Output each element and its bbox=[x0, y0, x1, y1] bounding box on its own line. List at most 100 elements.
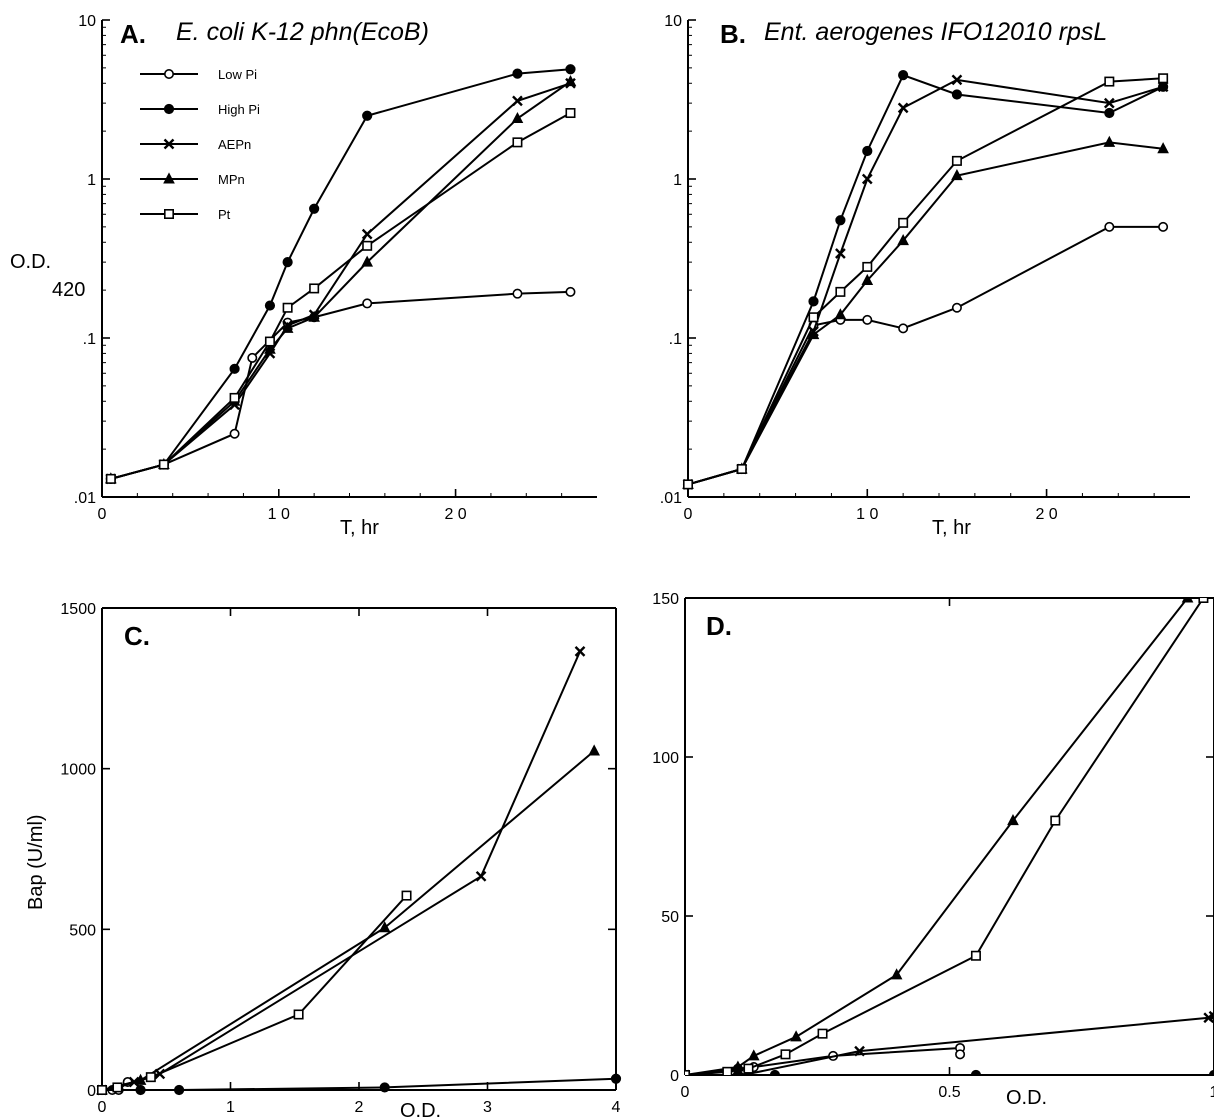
panel-a-series-aepn-point bbox=[361, 228, 373, 240]
panel-c-ytick-label: 0 bbox=[87, 1083, 96, 1100]
panel-d-ytick-label: 50 bbox=[661, 909, 679, 926]
panel-a-series-mpn-point bbox=[564, 74, 577, 87]
panel-b-series-mpn-point bbox=[807, 328, 820, 340]
panel-b-series-high-pi-point bbox=[808, 296, 819, 307]
panel-d-series-low-pi-2-point bbox=[955, 1049, 966, 1060]
panel-d-ytick-label: 100 bbox=[652, 750, 679, 767]
legend-label: High Pi bbox=[218, 102, 260, 117]
panel-b-series-aepn-point bbox=[835, 248, 846, 259]
panel-a-series-aepn bbox=[105, 77, 576, 485]
panel-b-series-pt-point bbox=[682, 479, 693, 490]
panel-d-series-mpn-point bbox=[790, 1030, 802, 1042]
panel-a-series-high-pi-point bbox=[512, 68, 523, 79]
panel-c-series-aepn-point bbox=[574, 646, 586, 657]
panel-b-series-pt-point bbox=[1158, 73, 1169, 84]
panel-b-series-pt-point bbox=[862, 261, 873, 272]
panel-a-ylabel: O.D. bbox=[10, 251, 51, 273]
panel-a-series-low-pi-point bbox=[247, 352, 258, 363]
panel-c-series-high-pi-point bbox=[174, 1084, 185, 1096]
panel-d-series-mpn-point bbox=[890, 968, 903, 980]
panel-d-xtick-label: 0.5 bbox=[938, 1084, 960, 1101]
panel-b-series-aepn-point bbox=[861, 173, 873, 185]
panel-d-series-mpn bbox=[685, 598, 1194, 1075]
panel-c-series-pt-line bbox=[101, 894, 408, 1091]
panel-a-axes: .01 .1 1 10 0 1 0 2 0 bbox=[74, 13, 597, 523]
panel-d-series-pt-point bbox=[722, 1066, 733, 1075]
panel-c-series-mpn-point bbox=[588, 744, 600, 756]
panel-c-series-high-pi bbox=[96, 1073, 622, 1096]
panel-b-plot-area bbox=[682, 70, 1169, 490]
panel-a-series-pt-point bbox=[264, 336, 275, 347]
panel-a-series-pt-point bbox=[105, 473, 116, 484]
panel-a-series-mpn-line bbox=[110, 80, 572, 480]
panel-d-series-mpn-line bbox=[685, 598, 1189, 1075]
panel-c-series-high-pi-point bbox=[379, 1082, 390, 1093]
panel-c-series-mpn bbox=[96, 744, 600, 1095]
panel-b-series-mpn-point bbox=[861, 273, 874, 285]
panel-b-series-low-pi-point bbox=[1158, 221, 1169, 232]
panel-c-series-aepn-line bbox=[101, 650, 581, 1091]
legend-label: Low Pi bbox=[218, 67, 257, 82]
panel-b-series-high-pi-point bbox=[951, 89, 963, 100]
panel-b-series-pt-point bbox=[736, 464, 747, 475]
panel-b-series-pt-point bbox=[898, 217, 909, 228]
panel-d: D. O.D. 0 50 100 150 0 0.5 1 bbox=[652, 591, 1214, 1109]
panel-c-ytick-label: 500 bbox=[69, 922, 96, 939]
panel-a-series-high-pi-point bbox=[362, 110, 373, 121]
panel-c-xlabel: O.D. bbox=[400, 1100, 441, 1120]
panel-d-series-aepn bbox=[685, 1010, 1214, 1075]
panel-d-xtick-label: 1 bbox=[1210, 1084, 1214, 1101]
panel-b-label: B. bbox=[720, 19, 746, 49]
legend-entry-aepn: AEPn bbox=[140, 137, 251, 152]
panel-b-series-mpn-point bbox=[1103, 135, 1116, 147]
panel-b-series-low-pi-point bbox=[1104, 221, 1115, 232]
panel-a-ytick-label: 10 bbox=[78, 13, 96, 30]
panel-b-series-mpn-point bbox=[1157, 142, 1169, 154]
panel-a-series-pt-line bbox=[110, 112, 571, 480]
panel-b-series-mpn-point bbox=[834, 308, 847, 320]
panel-a-xtick-label: 0 bbox=[98, 506, 107, 523]
panel-a-series-pt-point bbox=[362, 240, 373, 251]
panel-b-ytick-label: .1 bbox=[669, 331, 682, 348]
panel-b-series-aepn-point bbox=[1103, 97, 1115, 109]
legend-entry-low-pi: Low Pi bbox=[140, 67, 257, 82]
panel-a-ytick-label: .01 bbox=[74, 490, 96, 507]
panel-b-xtick-label: 1 0 bbox=[856, 506, 878, 523]
panel-c-label: C. bbox=[124, 621, 150, 651]
panel-a-series-low-pi-point bbox=[229, 428, 240, 439]
panel-b-series-pt-point bbox=[835, 286, 846, 297]
panel-b-series-high-pi-point bbox=[1104, 107, 1115, 119]
panel-b-series-low-pi-point bbox=[898, 323, 909, 334]
panel-a-series-high-pi-point bbox=[282, 257, 293, 268]
panel-b-series-low-pi-line bbox=[687, 225, 1164, 486]
panel-b-series-low-pi-point bbox=[862, 314, 873, 325]
panel-d-series-pt-point bbox=[1050, 815, 1061, 826]
panel-d-series-pt-point bbox=[817, 1028, 828, 1039]
panel-b-ytick-label: 10 bbox=[664, 13, 682, 30]
panel-d-ytick-label: 150 bbox=[652, 591, 679, 608]
panel-b-xlabel: T, hr bbox=[932, 517, 971, 539]
panel-a-series-pt-point bbox=[565, 108, 576, 119]
panel-c-ytick-label: 1000 bbox=[60, 762, 96, 779]
panel-a-series-high-pi-point bbox=[264, 300, 276, 311]
panel-a-series-pt-point bbox=[309, 283, 320, 294]
panel-d-xlabel: O.D. bbox=[1006, 1087, 1047, 1109]
panel-b-series-high-pi-point bbox=[898, 70, 909, 81]
panel-c-plot-area bbox=[96, 646, 622, 1096]
panel-d-series-pt-point bbox=[780, 1049, 791, 1060]
panel-b-series-aepn-point bbox=[1157, 81, 1169, 93]
panel-a-series-high-pi-point bbox=[565, 64, 576, 75]
panel-c-series-pt-point bbox=[401, 890, 412, 901]
panel-b-series-aepn bbox=[682, 74, 1169, 490]
panel-b-series-low-pi bbox=[682, 221, 1169, 490]
legend-label: Pt bbox=[218, 207, 231, 222]
panel-c-series-mpn-point bbox=[378, 921, 391, 933]
panel-b-series-low-pi-point bbox=[951, 302, 962, 313]
panel-c-series-aepn-point bbox=[475, 870, 487, 882]
panel-d-series-pt bbox=[685, 598, 1209, 1075]
legend-entry-pt: Pt bbox=[140, 207, 231, 222]
panel-a-ylabel-sub: 420 bbox=[52, 279, 85, 301]
panel-c-ytick-label: 1500 bbox=[60, 601, 96, 618]
panel-d-series-high-pi-point bbox=[769, 1069, 781, 1075]
